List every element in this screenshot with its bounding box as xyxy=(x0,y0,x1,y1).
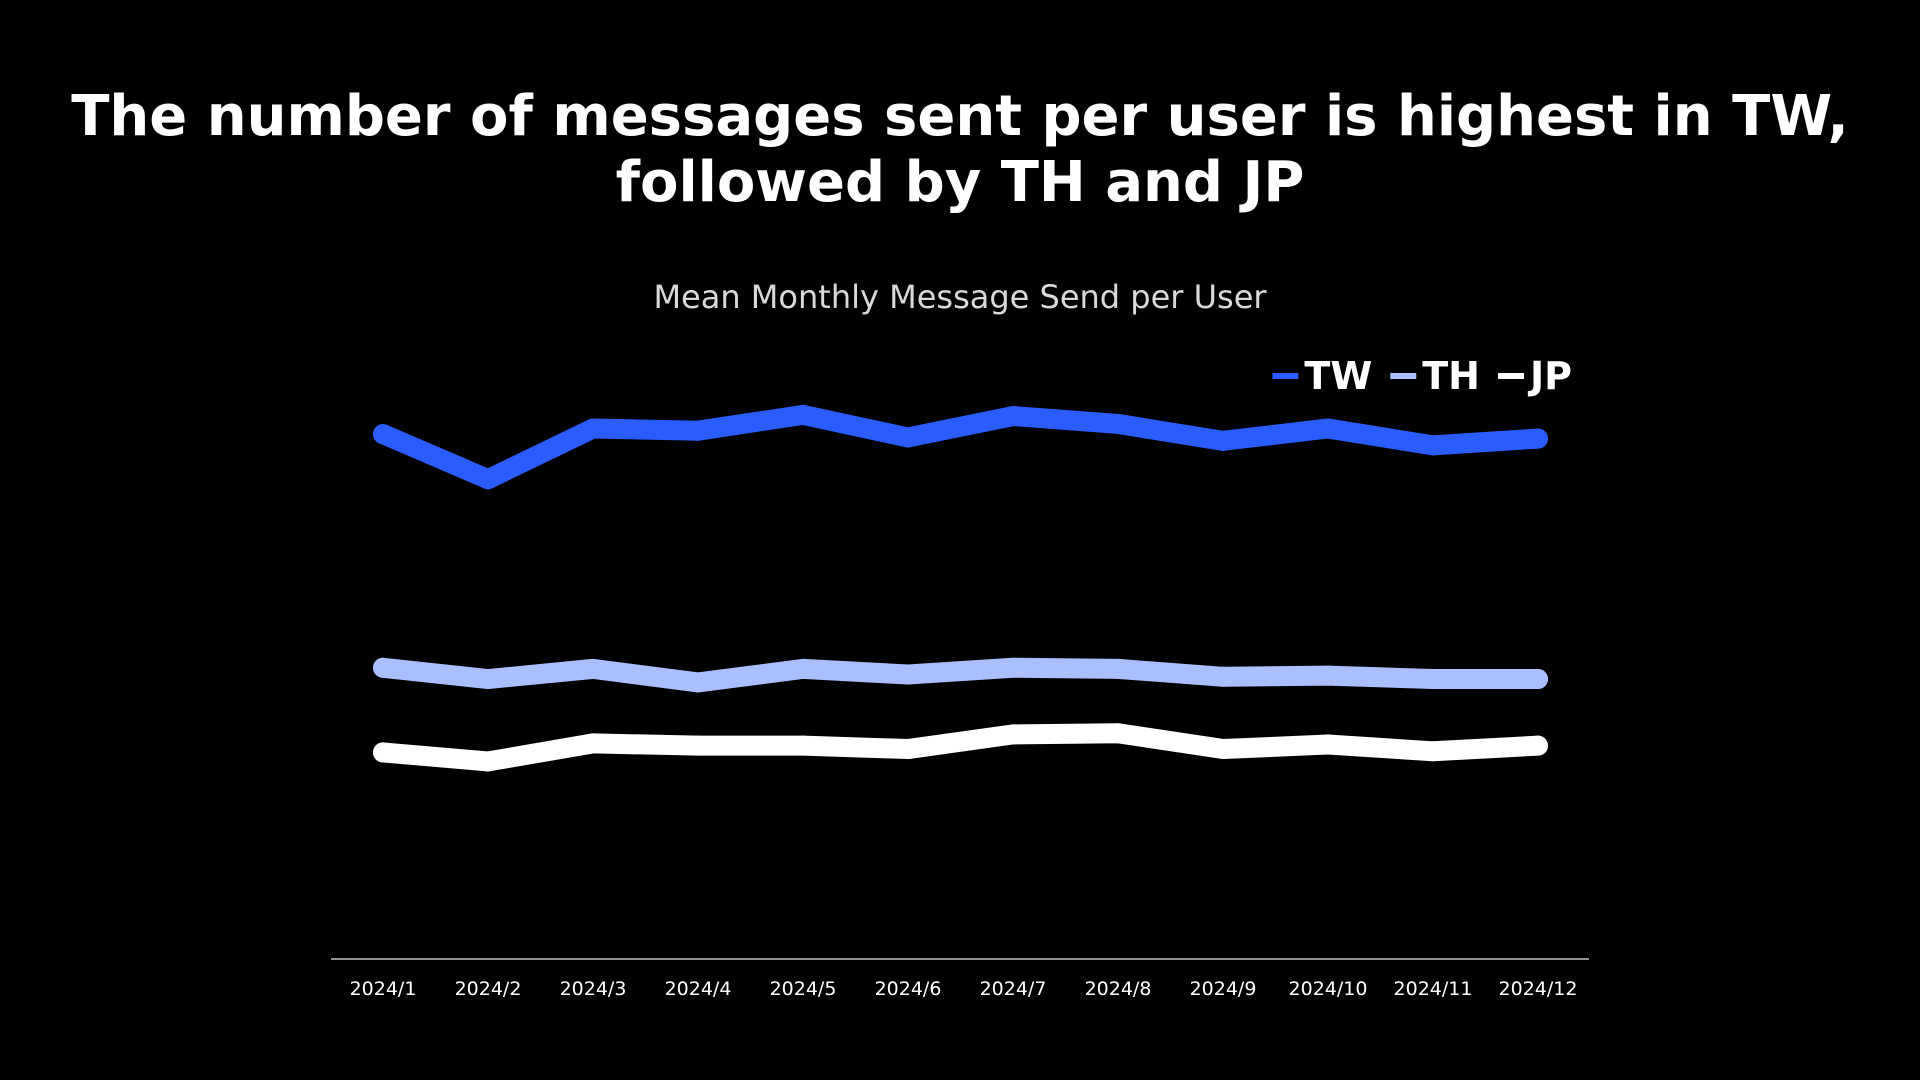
data-point-th-7 xyxy=(1003,657,1023,678)
data-point-th-4 xyxy=(688,672,708,693)
series-line-tw xyxy=(373,404,1548,490)
legend-label-th: TH xyxy=(1422,354,1480,398)
data-point-th-12 xyxy=(1528,669,1548,690)
series-layer xyxy=(373,404,1548,772)
slide-title-line-1: The number of messages sent per user is … xyxy=(71,84,1849,149)
data-point-jp-8 xyxy=(1108,723,1128,744)
slide-title-line-2: followed by TH and JP xyxy=(615,150,1305,215)
x-tick-label: 2024/5 xyxy=(770,978,837,1000)
data-point-tw-1 xyxy=(373,424,393,445)
data-point-jp-4 xyxy=(688,735,708,756)
x-axis-tick-labels: 2024/1 2024/2 2024/3 2024/4 2024/5 2024/6 2024… xyxy=(350,978,1578,1000)
data-point-tw-6 xyxy=(898,427,918,448)
chart-legend: TW TH JP xyxy=(1272,354,1572,398)
data-point-tw-10 xyxy=(1318,418,1338,439)
data-point-th-3 xyxy=(583,658,603,679)
data-point-jp-5 xyxy=(793,735,813,756)
data-point-th-9 xyxy=(1213,666,1233,687)
data-point-th-5 xyxy=(793,658,813,679)
data-point-th-2 xyxy=(478,669,498,690)
data-point-tw-8 xyxy=(1108,413,1128,434)
x-tick-label: 2024/12 xyxy=(1499,978,1578,1000)
legend-label-tw: TW xyxy=(1304,354,1372,398)
data-point-th-10 xyxy=(1318,665,1338,686)
data-point-th-1 xyxy=(373,657,393,678)
x-tick-label: 2024/3 xyxy=(560,978,627,1000)
data-point-tw-9 xyxy=(1213,430,1233,451)
data-point-th-6 xyxy=(898,664,918,685)
data-point-th-8 xyxy=(1108,658,1128,679)
data-point-jp-3 xyxy=(583,733,603,754)
x-tick-label: 2024/1 xyxy=(350,978,417,1000)
data-point-tw-11 xyxy=(1423,435,1443,456)
x-tick-label: 2024/2 xyxy=(455,978,522,1000)
data-point-jp-9 xyxy=(1213,739,1233,760)
data-point-tw-2 xyxy=(478,469,498,490)
x-tick-label: 2024/4 xyxy=(665,978,732,1000)
data-point-th-11 xyxy=(1423,669,1443,690)
data-point-tw-4 xyxy=(688,420,708,441)
x-tick-label: 2024/8 xyxy=(1085,978,1152,1000)
data-point-jp-11 xyxy=(1423,741,1443,762)
data-point-tw-7 xyxy=(1003,406,1023,427)
data-point-jp-12 xyxy=(1528,735,1548,756)
data-point-tw-3 xyxy=(583,418,603,439)
x-tick-label: 2024/10 xyxy=(1289,978,1368,1000)
series-line-jp xyxy=(373,723,1548,772)
data-point-jp-6 xyxy=(898,739,918,760)
data-point-jp-2 xyxy=(478,751,498,772)
data-point-tw-5 xyxy=(793,404,813,425)
data-point-jp-1 xyxy=(373,742,393,763)
data-point-tw-12 xyxy=(1528,428,1548,449)
legend-label-jp: JP xyxy=(1527,354,1572,398)
x-tick-label: 2024/7 xyxy=(980,978,1047,1000)
series-line-th xyxy=(373,657,1548,693)
slide-title: The number of messages sent per user is … xyxy=(0,84,1920,216)
x-tick-label: 2024/6 xyxy=(875,978,942,1000)
chart-title: Mean Monthly Message Send per User xyxy=(653,278,1267,316)
x-tick-label: 2024/11 xyxy=(1394,978,1473,1000)
data-point-jp-10 xyxy=(1318,734,1338,755)
data-point-jp-7 xyxy=(1003,724,1023,745)
x-tick-label: 2024/9 xyxy=(1190,978,1257,1000)
